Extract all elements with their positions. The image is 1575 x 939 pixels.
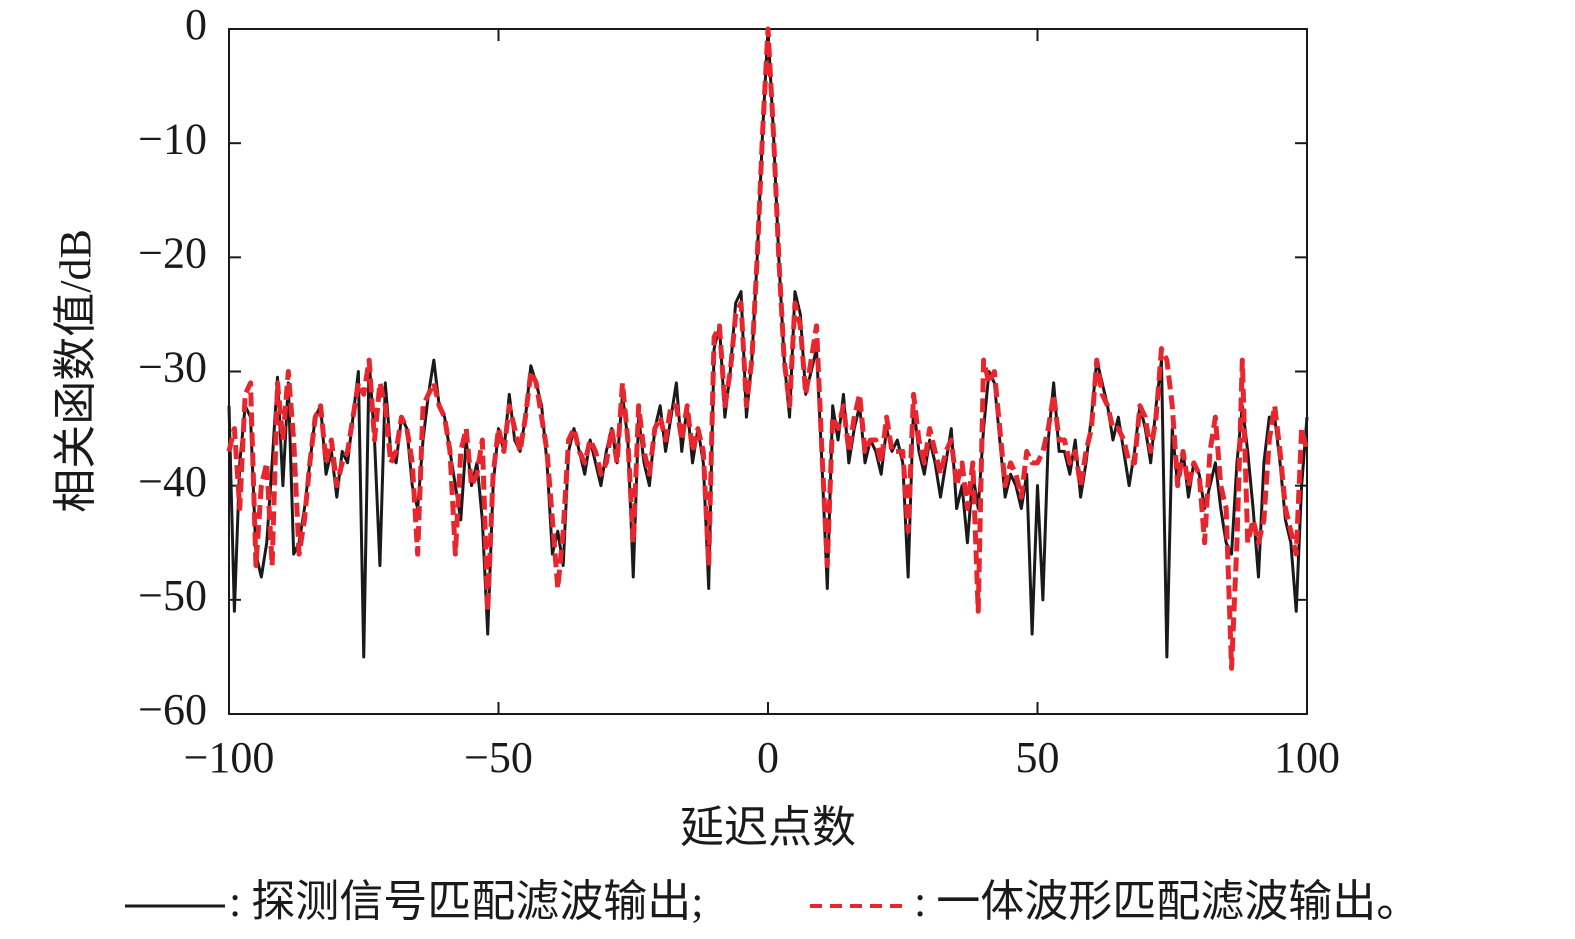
x-tick-label: −100 [184,733,275,782]
legend-punct: : [914,877,926,926]
legend-entry: : 探测信号匹配滤波输出; [229,877,703,926]
x-tick-label: −50 [464,733,533,782]
legend-punct: 。 [1376,877,1420,926]
y-tick-label: −30 [138,343,207,392]
series-line [227,27,1309,659]
y-tick-label: 0 [185,0,207,49]
legend-label: 一体波形匹配滤波输出 [936,877,1376,926]
y-tick-label: −60 [138,685,207,734]
x-tick-label: 50 [1016,733,1060,782]
legend-punct: ; [691,877,703,926]
series-line [226,26,1310,671]
y-tick-label: −50 [138,571,207,620]
x-tick-label: 0 [757,733,779,782]
y-tick-label: −20 [138,228,207,277]
legend-punct: : [229,877,241,926]
legend-label: 探测信号匹配滤波输出 [251,877,691,926]
x-tick-label: 100 [1274,733,1340,782]
y-axis-label: 相关函数值/dB [51,229,100,513]
y-tick-label: −10 [138,114,207,163]
legend-entry: : 一体波形匹配滤波输出。 [914,877,1420,926]
x-axis-label: 延迟点数 [680,803,856,852]
plot-frame [228,28,1308,715]
y-tick-label: −40 [138,457,207,506]
